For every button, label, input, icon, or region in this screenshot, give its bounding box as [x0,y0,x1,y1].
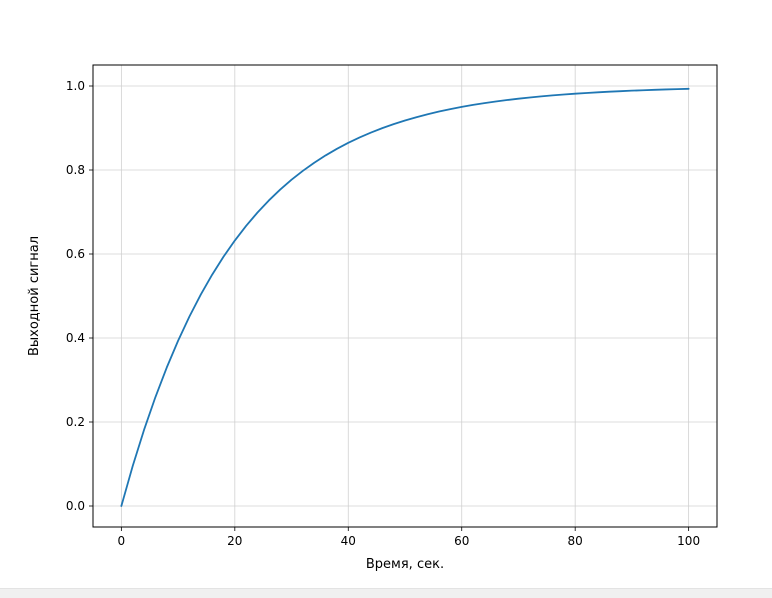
x-tick-label: 0 [118,534,126,548]
x-tick-labels: 0 20 40 60 80 100 [118,534,701,548]
y-tick-label: 0.2 [66,415,85,429]
window-bottom-edge [0,588,772,598]
grid-lines [93,65,717,527]
x-axis-label: Время, сек. [366,557,444,572]
y-tick-labels: 0.0 0.2 0.4 0.6 0.8 1.0 [66,79,85,513]
x-tick-label: 40 [341,534,356,548]
y-axis-label: Выходной сигнал [27,236,42,356]
plot-border [92,64,718,528]
y-tick-label: 0.4 [66,331,85,345]
y-tick-label: 1.0 [66,79,85,93]
x-tick-label: 60 [454,534,469,548]
x-tick-label: 80 [568,534,583,548]
y-tick-label: 0.0 [66,499,85,513]
x-tick-label: 20 [227,534,242,548]
axis-ticks [89,85,690,531]
y-tick-label: 0.8 [66,163,85,177]
x-tick-label: 100 [677,534,700,548]
line-series [120,87,690,507]
y-tick-label: 0.6 [66,247,85,261]
